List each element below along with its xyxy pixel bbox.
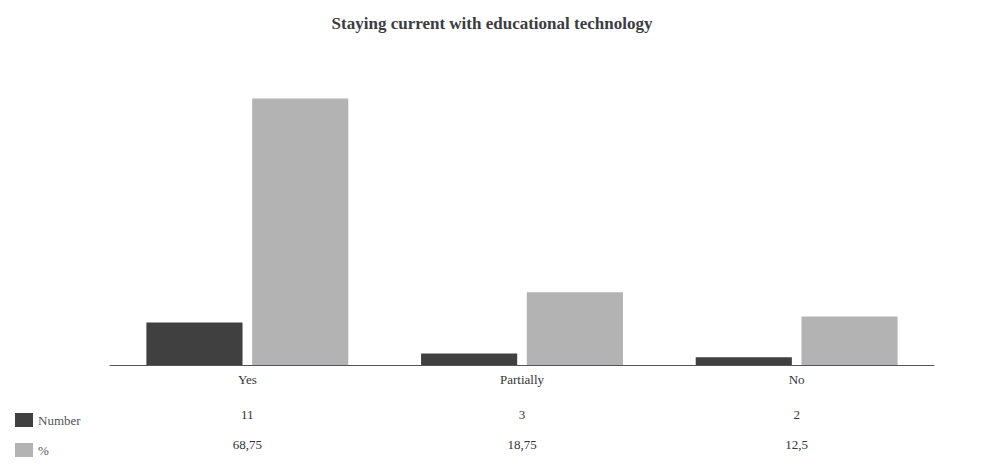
svg-text:Staying current with education: Staying current with educational technol… xyxy=(332,14,653,33)
svg-text:%: % xyxy=(38,443,49,458)
svg-text:2: 2 xyxy=(793,407,800,422)
svg-text:18,75: 18,75 xyxy=(507,437,536,452)
svg-text:12,5: 12,5 xyxy=(785,437,808,452)
svg-text:No: No xyxy=(789,372,805,387)
svg-text:Yes: Yes xyxy=(238,372,257,387)
svg-text:3: 3 xyxy=(519,407,526,422)
svg-text:68,75: 68,75 xyxy=(233,437,262,452)
svg-text:Partially: Partially xyxy=(500,372,545,387)
svg-text:11: 11 xyxy=(241,407,254,422)
svg-text:Number: Number xyxy=(38,413,81,428)
